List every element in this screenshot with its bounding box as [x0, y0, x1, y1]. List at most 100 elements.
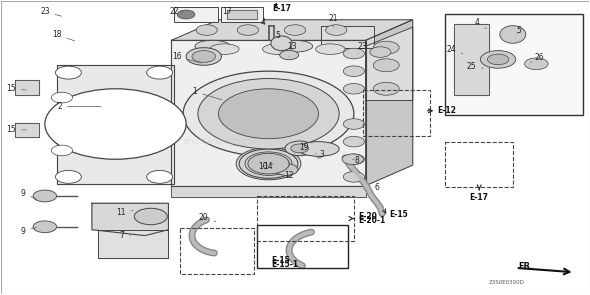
Circle shape	[51, 92, 73, 103]
Circle shape	[285, 141, 314, 156]
Circle shape	[55, 171, 81, 183]
Text: 4: 4	[475, 18, 486, 29]
Text: 15: 15	[6, 84, 26, 93]
Text: 17: 17	[222, 7, 232, 16]
Text: 10: 10	[258, 162, 267, 171]
Text: 13: 13	[287, 42, 297, 56]
Text: E-20: E-20	[359, 212, 378, 221]
Text: 4: 4	[260, 18, 268, 33]
Text: E-17: E-17	[470, 193, 489, 202]
Ellipse shape	[316, 44, 345, 54]
Polygon shape	[227, 10, 257, 19]
Circle shape	[343, 136, 365, 147]
Circle shape	[55, 66, 81, 79]
Circle shape	[291, 144, 309, 153]
Ellipse shape	[195, 40, 230, 52]
Polygon shape	[15, 80, 39, 95]
Text: 24: 24	[446, 45, 463, 54]
Circle shape	[177, 10, 195, 19]
Circle shape	[147, 171, 172, 183]
Polygon shape	[322, 26, 375, 48]
Circle shape	[135, 208, 168, 225]
Bar	[257, 196, 354, 241]
Circle shape	[192, 51, 215, 62]
Circle shape	[147, 66, 172, 79]
Ellipse shape	[263, 44, 292, 54]
Circle shape	[245, 152, 292, 176]
Bar	[445, 142, 513, 187]
Circle shape	[45, 89, 186, 159]
Text: 23: 23	[358, 42, 368, 54]
Text: E-15: E-15	[271, 256, 290, 265]
Polygon shape	[98, 230, 169, 258]
Text: 9: 9	[21, 227, 36, 236]
Circle shape	[198, 78, 339, 149]
Circle shape	[183, 71, 354, 156]
Circle shape	[343, 119, 365, 129]
Bar	[445, 14, 584, 115]
Text: 8: 8	[353, 156, 359, 165]
Circle shape	[343, 83, 365, 94]
Text: 11: 11	[117, 208, 133, 217]
Circle shape	[274, 164, 298, 176]
Text: 5: 5	[274, 32, 280, 46]
Polygon shape	[15, 122, 39, 137]
Circle shape	[373, 82, 399, 95]
Text: Z3S0E0300D: Z3S0E0300D	[489, 280, 525, 285]
Ellipse shape	[500, 26, 526, 43]
Circle shape	[284, 25, 306, 35]
Bar	[363, 90, 430, 136]
Circle shape	[343, 172, 365, 182]
Polygon shape	[171, 40, 366, 186]
Text: 9: 9	[21, 189, 37, 199]
Circle shape	[280, 50, 299, 60]
Circle shape	[186, 48, 221, 65]
Circle shape	[480, 51, 516, 68]
Text: ereplacementparts.com: ereplacementparts.com	[182, 137, 290, 146]
Text: E-20-1: E-20-1	[359, 217, 386, 225]
Text: E-15-1: E-15-1	[271, 260, 299, 269]
Text: 2: 2	[57, 102, 101, 111]
Text: 15: 15	[6, 125, 26, 135]
Text: E-17: E-17	[273, 4, 291, 12]
Circle shape	[326, 25, 347, 35]
Ellipse shape	[209, 44, 239, 54]
Polygon shape	[92, 203, 169, 236]
Bar	[221, 6, 263, 22]
Text: 20: 20	[199, 214, 216, 222]
Circle shape	[33, 190, 57, 202]
Bar	[174, 6, 218, 22]
Text: 3: 3	[316, 150, 324, 159]
Text: 25: 25	[467, 62, 483, 71]
Circle shape	[51, 145, 73, 156]
Text: 6: 6	[375, 183, 380, 192]
Text: 12: 12	[284, 168, 294, 180]
Text: 5: 5	[516, 26, 521, 35]
Bar	[257, 225, 348, 268]
Text: E-12: E-12	[437, 106, 456, 115]
Bar	[180, 228, 254, 274]
Circle shape	[525, 58, 548, 70]
Circle shape	[343, 154, 365, 165]
Text: 19: 19	[299, 143, 309, 152]
Text: 21: 21	[329, 14, 338, 27]
Ellipse shape	[298, 142, 339, 156]
Circle shape	[218, 89, 319, 139]
Circle shape	[373, 59, 399, 72]
Polygon shape	[57, 65, 174, 184]
Polygon shape	[366, 27, 413, 101]
Polygon shape	[454, 24, 489, 95]
Text: 16: 16	[172, 52, 201, 63]
Ellipse shape	[271, 36, 292, 51]
Circle shape	[342, 154, 363, 165]
Circle shape	[236, 148, 301, 180]
Text: E-15: E-15	[389, 210, 408, 219]
Text: 23: 23	[40, 7, 61, 16]
Text: 18: 18	[52, 30, 74, 41]
Circle shape	[237, 25, 258, 35]
Circle shape	[248, 153, 289, 174]
Circle shape	[239, 149, 298, 178]
Text: 14: 14	[264, 162, 273, 171]
Text: 22: 22	[169, 7, 183, 16]
Polygon shape	[171, 186, 366, 197]
